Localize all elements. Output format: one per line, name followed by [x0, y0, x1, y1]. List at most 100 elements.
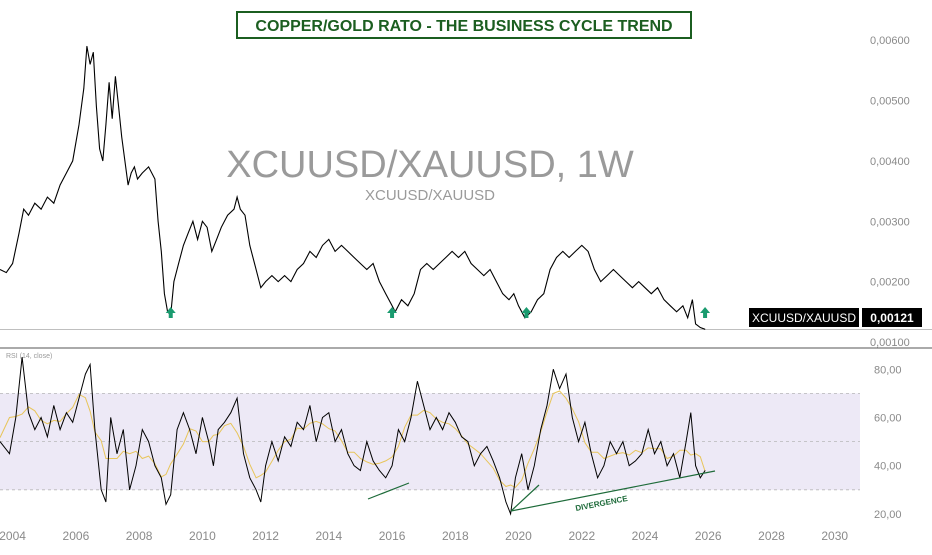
price-point	[256, 269, 257, 270]
price-point	[518, 306, 519, 307]
rsi-y-tick: 60,00	[874, 413, 902, 425]
rsi-point	[379, 470, 380, 471]
rsi-point	[28, 412, 29, 413]
rsi-point	[208, 441, 209, 442]
rsi-point	[117, 453, 118, 454]
price-point	[439, 263, 440, 264]
price-point	[619, 275, 620, 276]
price-point	[531, 312, 532, 313]
rsi-point	[278, 461, 279, 462]
price-point	[6, 272, 7, 273]
price-y-tick: 0,00100	[870, 337, 910, 349]
chart-title-box: COPPER/GOLD RATO - THE BUSINESS CYCLE TR…	[237, 12, 691, 38]
rsi-point	[635, 461, 636, 462]
rsi-point	[322, 417, 323, 418]
price-point	[12, 263, 13, 264]
price-point	[392, 306, 393, 307]
price-point	[188, 233, 189, 234]
rsi-point	[54, 405, 55, 406]
price-point	[118, 106, 119, 107]
rsi-point	[411, 417, 412, 418]
price-point	[700, 327, 701, 328]
rsi-point	[297, 422, 298, 423]
price-point	[174, 281, 175, 282]
x-tick: 2022	[568, 529, 595, 543]
rsi-point	[35, 429, 36, 430]
rsi-point	[261, 502, 262, 503]
x-tick: 2026	[695, 529, 722, 543]
rsi-point	[189, 429, 190, 430]
price-point	[272, 275, 273, 276]
up-arrow-icon	[521, 307, 531, 318]
rsi-point	[224, 422, 225, 423]
price-point	[125, 161, 126, 162]
price-point	[556, 257, 557, 258]
price-point	[227, 215, 228, 216]
price-point	[240, 209, 241, 210]
rsi-point	[373, 461, 374, 462]
price-point	[458, 257, 459, 258]
price-point	[158, 221, 159, 222]
rsi-point	[41, 417, 42, 418]
price-point	[310, 251, 311, 252]
rsi-point	[559, 388, 560, 389]
rsi-point	[499, 478, 500, 479]
price-point	[41, 209, 42, 210]
price-point	[134, 167, 135, 168]
rsi-point	[642, 453, 643, 454]
rsi-point	[16, 417, 17, 418]
price-point	[427, 263, 428, 264]
price-point	[316, 257, 317, 258]
price-point	[121, 137, 122, 138]
price-point	[178, 263, 179, 264]
rsi-y-tick: 40,00	[874, 461, 902, 473]
rsi-point	[177, 429, 178, 430]
rsi-point	[265, 465, 266, 466]
price-point	[544, 293, 545, 294]
rsi-point	[161, 478, 162, 479]
rsi-point	[597, 478, 598, 479]
rsi-point	[700, 478, 701, 479]
price-point	[265, 281, 266, 282]
rsi-point	[487, 446, 488, 447]
price-point	[341, 245, 342, 246]
price-y-tick: 0,00200	[870, 277, 910, 289]
price-point	[202, 221, 203, 222]
x-tick: 2008	[126, 529, 153, 543]
price-point	[322, 245, 323, 246]
price-point	[657, 287, 658, 288]
price-point	[452, 251, 453, 252]
price-point	[142, 173, 143, 174]
price-point	[509, 299, 510, 300]
price-label: XCUUSD/XAUUSD 0,00121	[749, 308, 922, 327]
rsi-point	[654, 453, 655, 454]
price-point	[291, 281, 292, 282]
rsi-point	[604, 465, 605, 466]
rsi-point	[166, 504, 167, 505]
rsi-point	[329, 412, 330, 413]
price-point	[237, 197, 238, 198]
x-tick: 2010	[189, 529, 216, 543]
price-point	[109, 82, 110, 83]
price-point	[161, 251, 162, 252]
x-tick: 2014	[315, 529, 342, 543]
price-label-value: 0,00121	[870, 311, 914, 325]
rsi-point	[183, 412, 184, 413]
rsi-point	[667, 465, 668, 466]
price-point	[401, 299, 402, 300]
up-arrow-icon	[387, 307, 397, 318]
rsi-point	[106, 502, 107, 503]
price-point	[607, 275, 608, 276]
rsi-point	[148, 441, 149, 442]
rsi-point	[101, 490, 102, 491]
price-point	[594, 269, 595, 270]
price-point	[99, 149, 100, 150]
rsi-point	[385, 478, 386, 479]
rsi-point	[90, 364, 91, 365]
rsi-point	[566, 374, 567, 375]
rsi-point	[72, 422, 73, 423]
price-point	[385, 293, 386, 294]
price-point	[446, 257, 447, 258]
price-point	[563, 251, 564, 252]
